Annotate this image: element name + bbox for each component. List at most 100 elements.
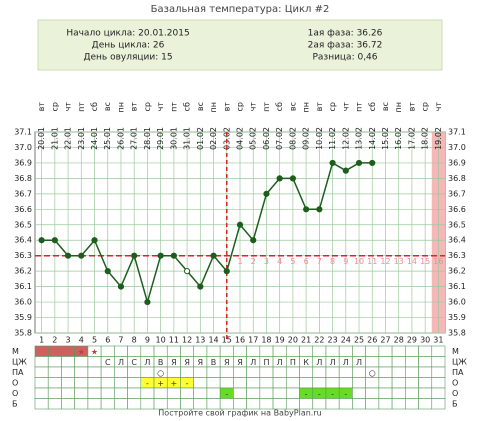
y-tick-label: 36.3 bbox=[448, 251, 466, 260]
weekday-label: пт bbox=[355, 102, 364, 112]
row-cell bbox=[34, 377, 49, 389]
row-cell-text: Л bbox=[330, 358, 336, 367]
row-cell bbox=[219, 366, 234, 378]
y-tick-label: 36.9 bbox=[14, 158, 32, 167]
row-cell-text: В bbox=[158, 358, 164, 367]
row-label: О bbox=[452, 378, 458, 387]
row-cell bbox=[34, 356, 49, 368]
row-cell bbox=[352, 377, 366, 389]
row-cell bbox=[61, 398, 75, 410]
temperature-point bbox=[144, 298, 151, 306]
weekday-label: пн bbox=[209, 102, 218, 112]
row-cell bbox=[325, 345, 340, 357]
row-cell bbox=[299, 345, 314, 357]
phase2-day: 4 bbox=[277, 257, 282, 266]
row-cell-text: - bbox=[344, 389, 347, 398]
x-tick-label: 4 bbox=[79, 336, 84, 345]
footer: Постройте свой график на BabyPlan.ru bbox=[158, 409, 321, 418]
weekday-label: пт bbox=[262, 102, 271, 112]
row-cell bbox=[61, 366, 75, 378]
row-cell bbox=[405, 356, 419, 368]
date-label: 12.02 bbox=[341, 127, 350, 150]
row-cell bbox=[34, 345, 49, 357]
row-cell bbox=[166, 398, 181, 410]
row-cell bbox=[246, 377, 261, 389]
y-tick-label: 37.0 bbox=[14, 143, 32, 152]
row-cell bbox=[259, 377, 274, 389]
date-label: 25.01 bbox=[103, 127, 112, 150]
phase2-day: 11 bbox=[367, 257, 377, 266]
row-cell bbox=[338, 377, 353, 389]
temperature-point bbox=[276, 175, 283, 182]
row-cell bbox=[74, 366, 89, 378]
x-tick-label: 15 bbox=[222, 336, 232, 345]
row-cell bbox=[140, 345, 155, 357]
y-tick-label: 36.8 bbox=[14, 174, 32, 183]
x-tick-label: 6 bbox=[105, 336, 110, 345]
weekday-label: ср bbox=[421, 102, 430, 111]
date-label: 02.02 bbox=[209, 127, 218, 150]
date-label: 30.01 bbox=[169, 127, 178, 150]
row-cell bbox=[418, 366, 433, 378]
x-tick-label: 8 bbox=[132, 336, 137, 345]
x-tick-label: 20 bbox=[288, 336, 298, 345]
temperature-point bbox=[223, 268, 230, 275]
row-cell bbox=[365, 398, 380, 410]
row-cell-text: Я bbox=[237, 358, 243, 367]
row-label: О bbox=[12, 378, 18, 387]
row-cell bbox=[391, 366, 406, 378]
temperature-point bbox=[329, 159, 336, 167]
date-label: 05.02 bbox=[249, 127, 258, 150]
row-cell-text: В bbox=[211, 358, 217, 367]
y-tick-label: 36.2 bbox=[14, 267, 32, 276]
row-cell bbox=[180, 387, 195, 399]
row-cell bbox=[114, 366, 128, 378]
row-cell-text: Л bbox=[250, 358, 256, 367]
weekday-label: вс bbox=[381, 102, 390, 111]
row-cell bbox=[246, 398, 261, 410]
row-cell bbox=[47, 356, 62, 368]
row-cell bbox=[61, 377, 75, 389]
y-tick-label: 36.2 bbox=[448, 267, 466, 276]
date-label: 29.01 bbox=[156, 127, 165, 150]
x-tick-label: 17 bbox=[248, 336, 258, 345]
temperature-point bbox=[38, 237, 45, 244]
row-cell bbox=[127, 387, 142, 399]
row-cell bbox=[285, 366, 300, 378]
phase2-day: 2 bbox=[251, 257, 256, 266]
weekday-label: чт bbox=[341, 102, 350, 112]
row-cell bbox=[206, 377, 221, 389]
row-cell bbox=[47, 366, 62, 378]
date-label: 09.02 bbox=[302, 127, 311, 150]
row-cell bbox=[206, 366, 221, 378]
date-label: 19.02 bbox=[434, 127, 443, 150]
phase2-day: 12 bbox=[380, 257, 390, 266]
row-cell bbox=[153, 398, 168, 410]
row-cell bbox=[47, 387, 62, 399]
x-tick-label: 21 bbox=[301, 336, 311, 345]
row-cell bbox=[100, 377, 115, 389]
row-cell bbox=[206, 387, 221, 399]
phase2-day: 14 bbox=[407, 257, 417, 266]
row-cell bbox=[180, 366, 195, 378]
row-cell-text: - bbox=[146, 379, 149, 388]
row-cell-text: П bbox=[290, 358, 296, 367]
row-cell bbox=[365, 377, 380, 389]
row-cell-text: ★ bbox=[91, 347, 98, 356]
row-cell bbox=[233, 366, 247, 378]
row-cell bbox=[114, 377, 128, 389]
phase2-day: 13 bbox=[394, 257, 404, 266]
date-label: 23.01 bbox=[77, 127, 86, 150]
date-label: 03.02 bbox=[222, 127, 231, 150]
row-cell-text: Л bbox=[316, 358, 322, 367]
row-label: М bbox=[12, 347, 19, 356]
row-cell bbox=[272, 398, 287, 410]
temperature-point bbox=[289, 175, 297, 182]
row-cell bbox=[47, 345, 62, 357]
row-cell bbox=[378, 398, 393, 410]
row-cell bbox=[180, 398, 195, 410]
weekday-label: вт bbox=[407, 102, 416, 112]
info-text: 2ая фаза: 36.72 bbox=[308, 41, 383, 51]
weekday-label: сб bbox=[368, 102, 377, 111]
row-cell-text: - bbox=[318, 389, 321, 398]
